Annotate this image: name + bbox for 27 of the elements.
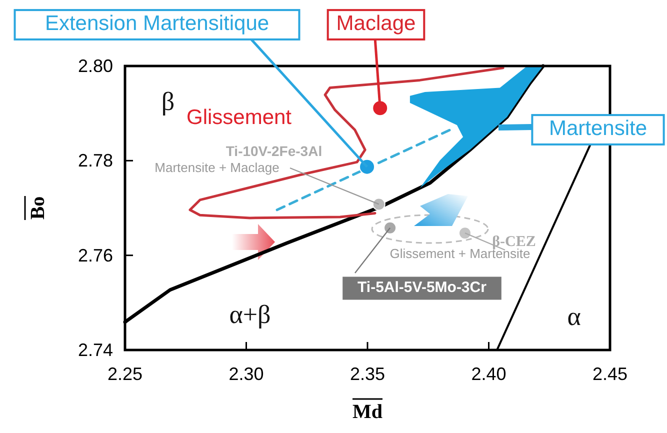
annotation: Glissement [186, 106, 292, 129]
y-tick-label: 2.78 [78, 150, 113, 171]
x-tick-label: 2.45 [592, 364, 628, 384]
annotation: β [161, 87, 175, 116]
y-tick-label: 2.74 [78, 340, 113, 360]
annotation: α [567, 302, 582, 331]
y-tick-label: 2.76 [78, 245, 113, 266]
point [372, 198, 386, 211]
annotation: α+β [229, 300, 271, 329]
point [372, 100, 388, 116]
annotation: Extension Martensitique [44, 12, 270, 35]
y-tick-label: 2.80 [78, 56, 113, 76]
x-axis-title: Md [352, 401, 382, 423]
annotation: Ti-10V-2Fe-3Al [226, 143, 322, 159]
annotation: β-CEZ [492, 234, 536, 250]
y-axis-title: Bo [27, 196, 49, 220]
x-tick-label: 2.35 [350, 364, 386, 384]
annotation: Martensite [548, 117, 648, 140]
annotation: Ti-5Al-5V-5Mo-3Cr [358, 279, 487, 296]
point [458, 226, 472, 240]
x-tick-label: 2.25 [107, 364, 143, 384]
x-tick-label: 2.40 [471, 364, 506, 384]
annotation: Martensite + Maclage [154, 160, 280, 175]
x-tick-label: 2.30 [228, 364, 264, 384]
annotation: Maclage [336, 12, 416, 35]
point [359, 158, 376, 175]
point [384, 221, 397, 234]
